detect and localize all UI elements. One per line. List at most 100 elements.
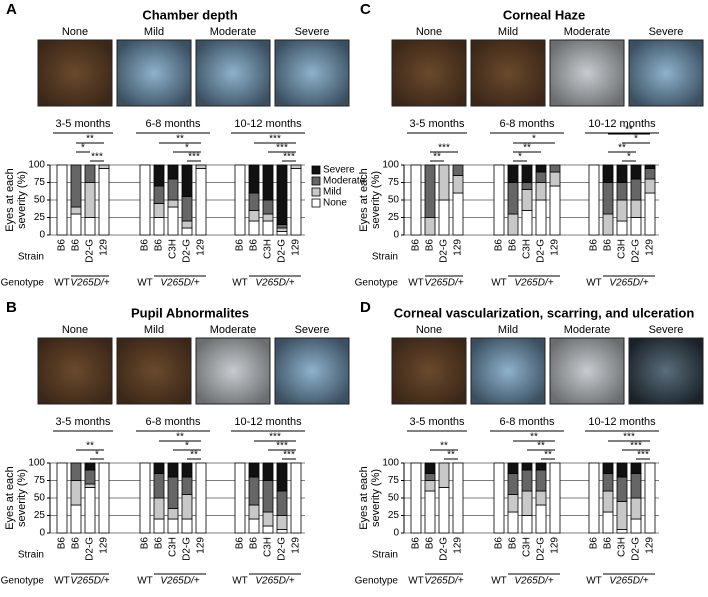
bar-segment <box>248 210 260 222</box>
photo <box>37 337 113 405</box>
bar-segment <box>153 462 165 474</box>
bar-segment <box>181 462 193 478</box>
strain-label: D2-G <box>631 537 642 561</box>
bar-segment <box>70 164 82 208</box>
legend-swatch <box>311 165 321 175</box>
bar-segment <box>262 164 274 201</box>
genotype-axis-label: Genotype <box>355 576 399 587</box>
bar-segment <box>521 462 533 471</box>
strain-label: 129 <box>645 239 656 256</box>
bar-segment <box>616 462 628 478</box>
strain-label: 129 <box>453 537 464 554</box>
significance-label: * <box>634 134 638 145</box>
strain-label: B6 <box>57 239 68 252</box>
bar-segment <box>290 164 302 169</box>
significance-label: ** <box>190 450 198 461</box>
bar-segment <box>602 462 614 474</box>
bar-segment <box>84 164 96 183</box>
strain-label: B6 <box>603 239 614 252</box>
bar-segment <box>549 462 561 534</box>
photo <box>274 337 350 405</box>
photo-label: Severe <box>649 26 684 38</box>
panel-letter: C <box>360 1 371 18</box>
bar-segment <box>535 469 547 492</box>
bar-segment <box>521 515 533 534</box>
bar-segment <box>70 480 82 506</box>
bar-segment <box>438 487 450 534</box>
bar-segment <box>181 220 193 229</box>
genotype-label: V265D/+ <box>609 576 648 587</box>
photo-label: Severe <box>295 26 330 38</box>
bar-segment <box>276 227 288 232</box>
photo <box>470 39 546 107</box>
strain-axis-label: Strain <box>372 550 398 561</box>
bar-segment <box>521 164 533 183</box>
photo <box>274 39 350 107</box>
strain-label: C3H <box>263 239 274 259</box>
bar-segment <box>167 164 179 180</box>
genotype-label: V265D/+ <box>255 278 294 289</box>
strain-label: D2-G <box>536 239 547 263</box>
strain-label: C3H <box>263 537 274 557</box>
panel: D Corneal vascularization, scarring, and … <box>355 299 704 587</box>
bar-segment <box>535 504 547 534</box>
photo-label: Moderate <box>210 26 256 38</box>
strain-label: 129 <box>550 537 561 554</box>
photo <box>470 337 546 405</box>
y-tick-label: 50 <box>34 493 46 504</box>
significance-label: * <box>627 152 631 163</box>
bar-segment <box>70 213 82 236</box>
significance-label: *** <box>438 143 450 154</box>
significance-label: ** <box>523 143 531 154</box>
bar-segment <box>616 476 628 502</box>
bar-segment <box>276 529 288 534</box>
strain-axis-label: Strain <box>372 252 398 263</box>
strain-axis-label: Strain <box>18 252 44 263</box>
significance-label: *** <box>630 441 642 452</box>
bar-segment <box>153 497 165 520</box>
strain-label: D2-G <box>182 537 193 561</box>
y-tick-label: 50 <box>388 195 400 206</box>
significance-label: ** <box>447 450 455 461</box>
bar-segment <box>630 518 642 534</box>
bar-segment <box>234 164 246 236</box>
strain-label: 129 <box>453 239 464 256</box>
bar-segment <box>248 164 260 194</box>
strain-label: B6 <box>57 537 68 550</box>
photo-label: Moderate <box>564 324 610 336</box>
bar-segment <box>535 171 547 183</box>
bar-segment <box>290 462 302 534</box>
bar-segment <box>70 504 82 534</box>
strain-label: C3H <box>168 239 179 259</box>
bar-segment <box>153 164 165 187</box>
bar-segment <box>139 164 151 236</box>
panel: B Pupil Abnormalites None Mild Moderate Sever… <box>1 299 350 587</box>
legend-swatch <box>311 198 321 208</box>
bar-segment <box>535 164 547 173</box>
y-axis-label: severity (%) <box>370 469 382 527</box>
strain-label: 129 <box>196 537 207 554</box>
y-tick-label: 0 <box>39 230 45 241</box>
genotype-label: V265D/+ <box>609 278 648 289</box>
bar-segment <box>521 210 533 236</box>
bar-segment <box>195 168 207 236</box>
photo-label: Moderate <box>210 324 256 336</box>
significance-label: * <box>518 152 522 163</box>
bar-segment <box>153 185 165 204</box>
bar-segment <box>262 462 274 481</box>
genotype-axis-label: Genotype <box>1 278 45 289</box>
y-tick-label: 100 <box>382 160 399 171</box>
bar-segment <box>167 518 179 534</box>
strain-label: B6 <box>140 537 151 550</box>
genotype-label: WT <box>232 278 248 289</box>
significance-label: ** <box>176 134 184 145</box>
bar-segment <box>521 469 533 492</box>
group-label: 3-5 months <box>409 118 465 130</box>
bar-segment <box>424 217 436 236</box>
bar-segment <box>248 220 260 236</box>
strain-label: B6 <box>425 537 436 550</box>
photo-label: Mild <box>144 26 164 38</box>
bar-segment <box>167 178 179 201</box>
